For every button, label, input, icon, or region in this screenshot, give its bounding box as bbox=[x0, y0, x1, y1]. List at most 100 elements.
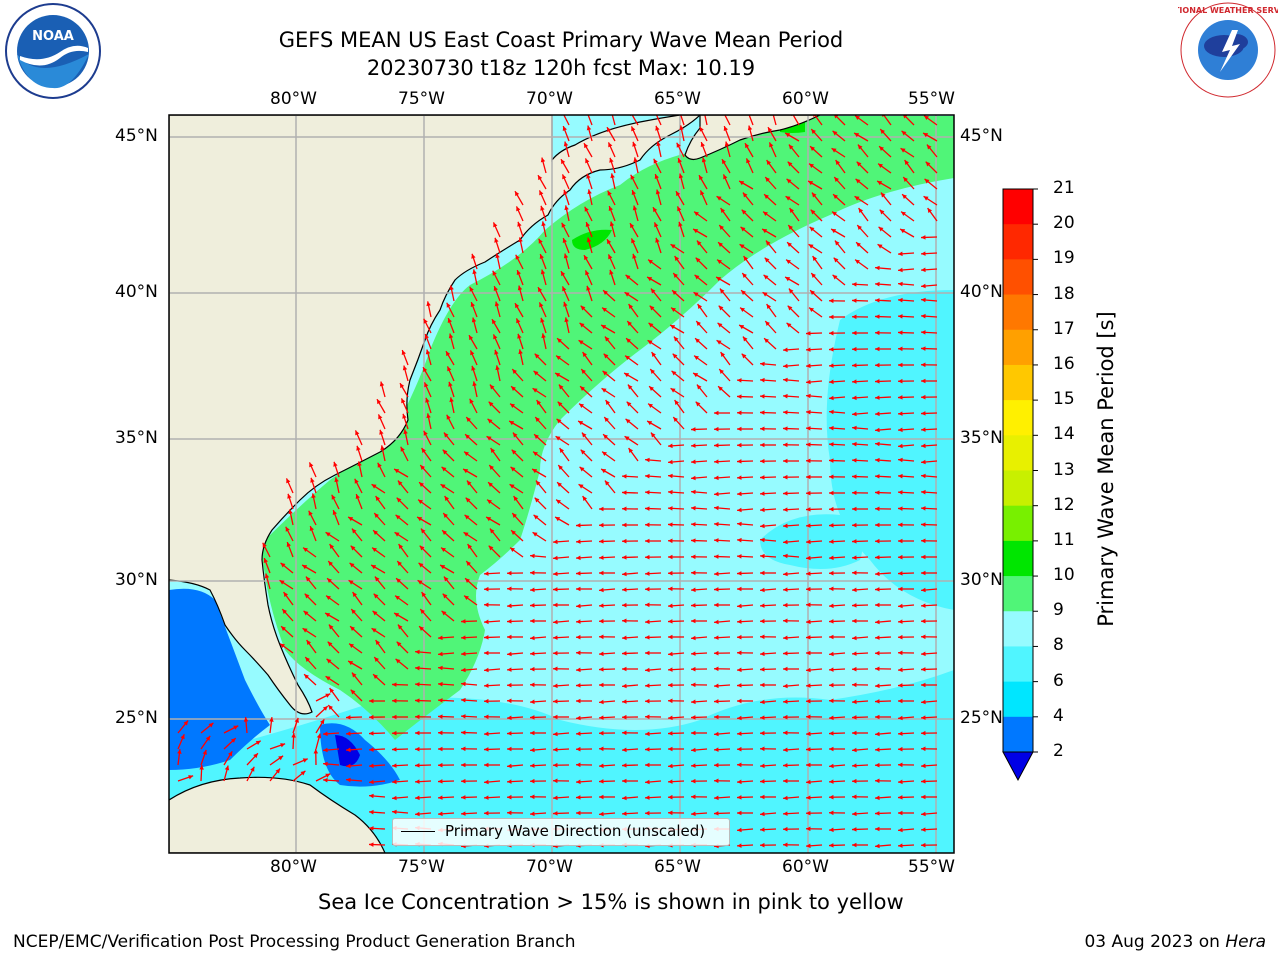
wave-direction-arrowhead bbox=[438, 762, 443, 768]
wave-direction-arrowhead bbox=[691, 505, 696, 511]
wave-direction-arrowhead bbox=[333, 461, 338, 467]
wave-direction-arrowhead bbox=[448, 333, 454, 339]
wave-direction-arrowhead bbox=[832, 211, 837, 217]
wave-direction-arrowhead bbox=[783, 618, 788, 624]
wave-direction-arrowhead bbox=[395, 658, 401, 664]
wave-direction-arrowhead bbox=[921, 473, 926, 479]
wave-direction-arrowhead bbox=[466, 417, 471, 422]
wave-direction-arrowhead bbox=[599, 763, 604, 769]
wave-direction-arrowhead bbox=[576, 667, 581, 673]
wave-direction-arrowhead bbox=[668, 715, 673, 721]
wave-direction-arrowhead bbox=[701, 157, 707, 163]
wave-direction-arrowhead bbox=[898, 634, 903, 640]
colorbar-tick-label: 19 bbox=[1053, 248, 1075, 269]
wave-direction-arrowhead bbox=[622, 651, 627, 656]
footer-credit: NCEP/EMC/Verification Post Processing Pr… bbox=[13, 932, 576, 952]
wave-direction-arrowhead bbox=[356, 445, 361, 451]
wave-direction-arrowhead bbox=[806, 474, 811, 480]
wave-direction-arrowhead bbox=[806, 490, 811, 496]
wave-direction-arrowhead bbox=[768, 127, 773, 133]
wave-direction-arrowhead bbox=[806, 442, 811, 447]
wave-direction-arrowhead bbox=[530, 603, 535, 608]
wave-direction-arrowhead bbox=[700, 142, 705, 148]
wave-direction-arrowhead bbox=[558, 465, 563, 470]
wave-direction-arrowhead bbox=[628, 448, 634, 453]
wave-direction-arrowhead bbox=[622, 811, 627, 816]
wave-direction-arrowhead bbox=[783, 714, 788, 720]
wave-direction-arrowhead bbox=[555, 436, 561, 441]
wave-direction-arrowhead bbox=[769, 142, 774, 148]
wave-direction-arrowhead bbox=[326, 658, 332, 664]
wave-direction-arrowhead bbox=[622, 666, 627, 672]
colorbar-tick-label: 15 bbox=[1053, 389, 1075, 410]
wave-direction-arrowhead bbox=[645, 795, 650, 800]
lon-label-75-top: 75°W bbox=[398, 89, 445, 109]
wave-direction-arrowhead bbox=[645, 714, 650, 720]
wave-direction-arrowhead bbox=[829, 298, 834, 304]
wave-direction-arrowhead bbox=[809, 163, 814, 169]
wave-direction-arrowhead bbox=[530, 587, 535, 593]
wave-direction-arrowhead bbox=[829, 634, 834, 640]
wave-direction-arrowhead bbox=[599, 555, 604, 560]
wave-direction-arrowhead bbox=[668, 473, 673, 479]
wave-direction-arrowhead bbox=[852, 298, 857, 303]
wave-direction-arrowhead bbox=[449, 285, 454, 291]
wave-direction-arrowhead bbox=[921, 459, 926, 465]
wave-direction-arrowhead bbox=[471, 365, 476, 371]
wave-direction-arrowhead bbox=[470, 302, 475, 308]
wave-direction-arrowhead bbox=[898, 762, 903, 768]
wave-direction-arrowhead bbox=[921, 378, 926, 384]
wave-direction-arrowhead bbox=[183, 720, 189, 726]
wave-direction-arrowhead bbox=[829, 731, 834, 736]
wave-direction-arrowhead bbox=[645, 538, 650, 544]
wave-direction-arrowhead bbox=[438, 651, 443, 657]
wave-direction-arrowhead bbox=[585, 158, 590, 164]
wave-direction-arrowhead bbox=[898, 443, 903, 449]
wave-direction-arrowhead bbox=[699, 126, 704, 132]
wave-direction-arrowhead bbox=[760, 699, 765, 705]
wave-direction-arrowhead bbox=[515, 254, 520, 260]
wave-direction-arrowhead bbox=[921, 235, 926, 240]
wave-direction-arrowhead bbox=[369, 747, 374, 752]
wave-direction-arrowhead bbox=[875, 843, 880, 849]
wave-direction-arrowhead bbox=[377, 399, 382, 405]
wave-direction-arrowhead bbox=[608, 206, 613, 212]
wave-direction-arrowhead bbox=[856, 161, 862, 167]
wave-direction-arrowhead bbox=[461, 619, 466, 624]
wave-direction-arrowhead bbox=[415, 730, 420, 736]
wave-direction-arrowhead bbox=[898, 810, 903, 816]
colorbar-tick-label: 13 bbox=[1053, 459, 1075, 480]
wave-direction-arrowhead bbox=[786, 259, 791, 265]
wave-direction-arrowhead bbox=[691, 459, 696, 465]
wave-direction-arrowhead bbox=[904, 160, 910, 165]
wave-direction-arrowhead bbox=[487, 418, 493, 424]
wave-direction-arrowhead bbox=[609, 157, 614, 163]
land-cuba bbox=[169, 776, 386, 853]
wave-direction-arrowhead bbox=[484, 586, 489, 592]
wave-direction-arrowhead bbox=[369, 793, 374, 799]
wave-direction-arrowhead bbox=[760, 682, 765, 688]
wave-direction-arrowhead bbox=[553, 539, 558, 545]
wave-direction-arrowhead bbox=[351, 528, 357, 534]
wave-direction-arrowhead bbox=[786, 178, 792, 184]
wave-direction-arrowhead bbox=[852, 441, 857, 447]
wave-direction-arrowhead bbox=[415, 746, 420, 752]
wave-direction-arrowhead bbox=[306, 640, 312, 645]
wave-direction-arrowhead bbox=[420, 528, 426, 534]
wave-direction-arrowhead bbox=[760, 587, 765, 593]
wave-direction-arrowhead bbox=[373, 530, 378, 535]
wave-direction-arrowhead bbox=[553, 650, 558, 656]
wave-direction-arrowhead bbox=[348, 580, 354, 585]
wave-direction-arrowhead bbox=[806, 409, 811, 415]
wave-direction-arrowhead bbox=[737, 507, 742, 513]
wave-direction-arrowhead bbox=[691, 587, 696, 593]
wave-direction-arrowhead bbox=[580, 305, 586, 311]
wave-direction-arrowhead bbox=[465, 434, 470, 439]
wave-direction-arrowhead bbox=[697, 304, 703, 309]
wave-direction-arrowhead bbox=[785, 277, 791, 282]
wave-direction-arrowhead bbox=[806, 363, 811, 369]
colorbar-tick-label: 8 bbox=[1053, 635, 1064, 656]
wave-direction-arrowhead bbox=[857, 144, 863, 150]
wave-direction-arrowhead bbox=[678, 173, 684, 179]
wave-direction-arrowhead bbox=[760, 603, 765, 608]
